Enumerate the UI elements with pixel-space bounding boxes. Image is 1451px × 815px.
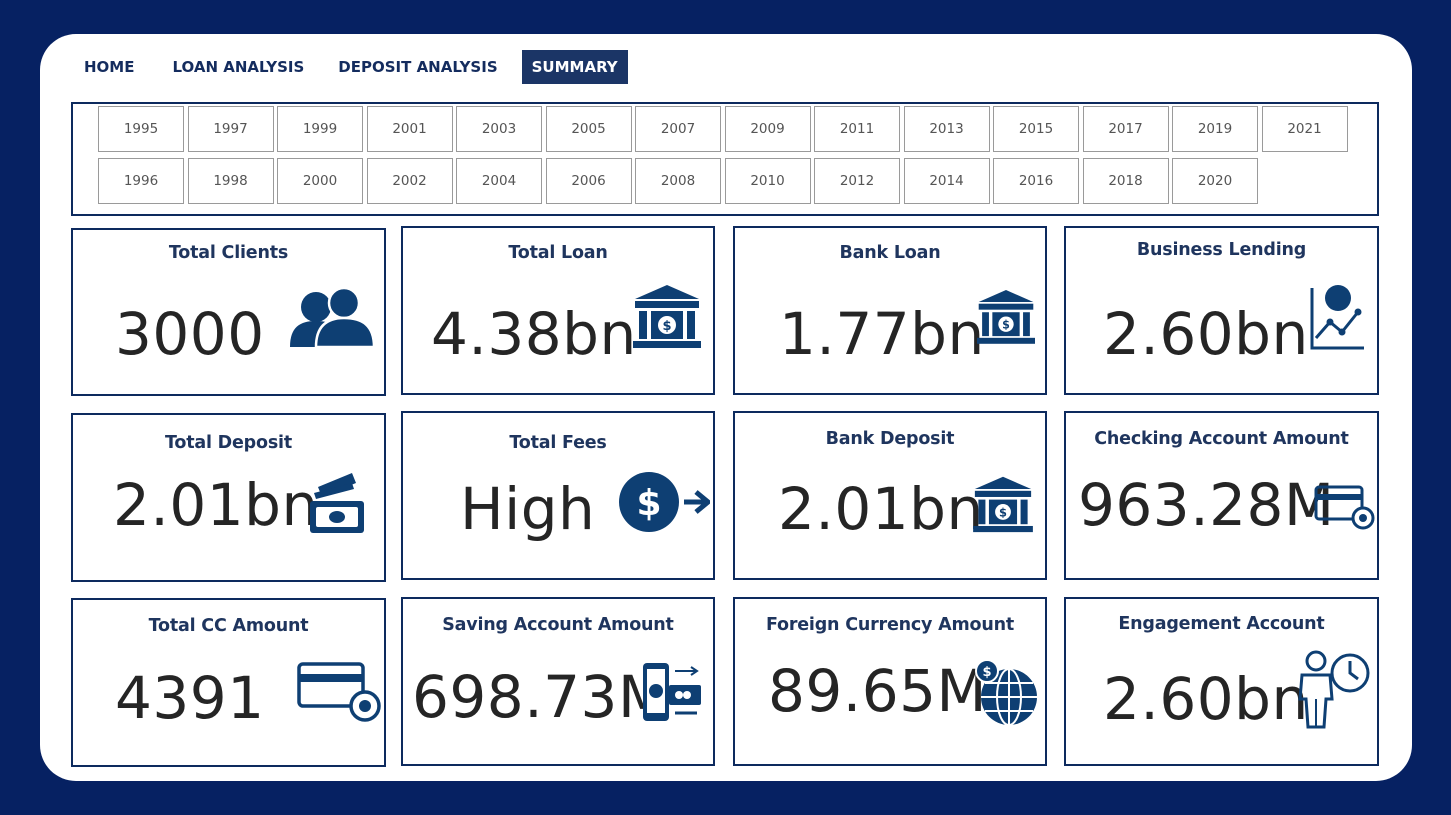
- card-settings-icon: [1314, 485, 1375, 530]
- year-option[interactable]: 2021: [1261, 106, 1348, 152]
- kpi-value: 89.65M: [768, 657, 988, 725]
- year-slicer: 1995 1997 1999 2001 2003 2005 2007 2009 2011 2013…: [71, 102, 1379, 216]
- year-option[interactable]: 1995: [98, 106, 184, 152]
- svg-text:$: $: [1002, 318, 1010, 331]
- kpi-card-checking-account: Checking Account Amount 963.28M: [1064, 411, 1379, 580]
- kpi-card-total-deposit: Total Deposit 2.01bn: [71, 413, 386, 582]
- kpi-value: 1.77bn: [779, 300, 985, 368]
- kpi-value: 2.60bn: [1103, 665, 1309, 733]
- bank-icon: $: [973, 476, 1033, 533]
- dollar-transfer-icon: $: [619, 472, 710, 532]
- mobile-payment-icon: [643, 663, 701, 721]
- year-option[interactable]: 2012: [814, 158, 900, 204]
- kpi-card-business-lending: Business Lending 2.60bn: [1064, 226, 1379, 395]
- year-option[interactable]: 2014: [903, 158, 990, 204]
- year-option[interactable]: 2018: [1082, 158, 1169, 204]
- kpi-value: 2.01bn: [778, 475, 984, 543]
- kpi-title: Foreign Currency Amount: [765, 615, 1015, 635]
- bank-icon: $: [977, 290, 1035, 344]
- kpi-value: 4391: [115, 664, 265, 732]
- tab-summary[interactable]: SUMMARY: [521, 50, 628, 84]
- person-clock-icon: [1298, 650, 1370, 729]
- cash-deposit-icon: [310, 473, 364, 533]
- kpi-title: Bank Loan: [839, 243, 941, 263]
- year-option[interactable]: 2015: [993, 106, 1079, 152]
- kpi-title: Total Deposit: [164, 433, 293, 453]
- year-option[interactable]: 2007: [635, 106, 721, 152]
- year-option[interactable]: 2016: [993, 158, 1079, 204]
- kpi-value: High: [460, 475, 596, 543]
- kpi-card-total-loan: Total Loan 4.38bn $: [401, 226, 715, 395]
- credit-card-settings-icon: [297, 662, 381, 722]
- clients-icon: [290, 286, 376, 349]
- kpi-value: 3000: [115, 300, 265, 368]
- kpi-title: Checking Account Amount: [1094, 429, 1349, 449]
- tab-deposit-analysis[interactable]: DEPOSIT ANALYSIS: [338, 58, 498, 76]
- year-option[interactable]: 1996: [98, 158, 184, 204]
- year-option[interactable]: 2000: [277, 158, 363, 204]
- svg-text:$: $: [662, 319, 671, 334]
- kpi-value: 4.38bn: [431, 300, 637, 368]
- kpi-card-engagement-account: Engagement Account 2.60bn: [1064, 597, 1379, 766]
- year-option[interactable]: 2019: [1172, 106, 1258, 152]
- kpi-value: 2.60bn: [1103, 300, 1309, 368]
- year-option[interactable]: 2020: [1172, 158, 1258, 204]
- kpi-card-saving-account: Saving Account Amount 698.73M: [401, 597, 715, 766]
- year-option[interactable]: 2013: [903, 106, 990, 152]
- tab-home[interactable]: HOME: [84, 58, 135, 76]
- kpi-value: 963.28M: [1078, 471, 1335, 539]
- year-option[interactable]: 2004: [456, 158, 542, 204]
- year-option[interactable]: 2002: [366, 158, 453, 204]
- kpi-title: Total CC Amount: [148, 616, 309, 636]
- kpi-card-bank-deposit: Bank Deposit 2.01bn $: [733, 411, 1047, 580]
- kpi-card-foreign-currency: Foreign Currency Amount 89.65M $: [733, 597, 1047, 766]
- year-option[interactable]: 2009: [724, 106, 811, 152]
- year-option[interactable]: 2001: [366, 106, 453, 152]
- year-option[interactable]: 1998: [187, 158, 274, 204]
- kpi-card-bank-loan: Bank Loan 1.77bn $: [733, 226, 1047, 395]
- kpi-card-total-clients: Total Clients 3000: [71, 228, 386, 396]
- kpi-title: Engagement Account: [1118, 614, 1325, 634]
- year-option[interactable]: 2006: [545, 158, 632, 204]
- bank-icon: $: [633, 285, 701, 348]
- year-option[interactable]: 2003: [456, 106, 542, 152]
- nav-tabs: HOME LOAN ANALYSIS DEPOSIT ANALYSIS SUMM…: [74, 50, 642, 84]
- svg-text:$: $: [999, 505, 1007, 519]
- kpi-title: Total Loan: [508, 243, 608, 263]
- kpi-value: 2.01bn: [113, 471, 319, 539]
- kpi-title: Saving Account Amount: [442, 615, 674, 635]
- year-option[interactable]: 2017: [1082, 106, 1169, 152]
- kpi-title: Business Lending: [1136, 240, 1307, 260]
- globe-dollar-icon: $: [975, 659, 1037, 726]
- svg-text:$: $: [982, 665, 991, 680]
- kpi-title: Bank Deposit: [825, 429, 955, 449]
- year-option[interactable]: 2008: [635, 158, 721, 204]
- kpi-card-total-cc: Total CC Amount 4391: [71, 598, 386, 767]
- kpi-title: Total Clients: [168, 243, 289, 263]
- kpi-value: 698.73M: [412, 663, 669, 731]
- year-option[interactable]: 2010: [724, 158, 811, 204]
- kpi-title: Total Fees: [509, 433, 607, 453]
- tab-loan-analysis[interactable]: LOAN ANALYSIS: [172, 58, 305, 76]
- svg-text:$: $: [636, 483, 661, 524]
- year-option[interactable]: 1997: [187, 106, 274, 152]
- year-option[interactable]: 2011: [814, 106, 900, 152]
- year-option[interactable]: 2005: [545, 106, 632, 152]
- year-option[interactable]: 1999: [277, 106, 363, 152]
- business-chart-icon: [1310, 285, 1364, 350]
- kpi-card-total-fees: Total Fees High $: [401, 411, 715, 580]
